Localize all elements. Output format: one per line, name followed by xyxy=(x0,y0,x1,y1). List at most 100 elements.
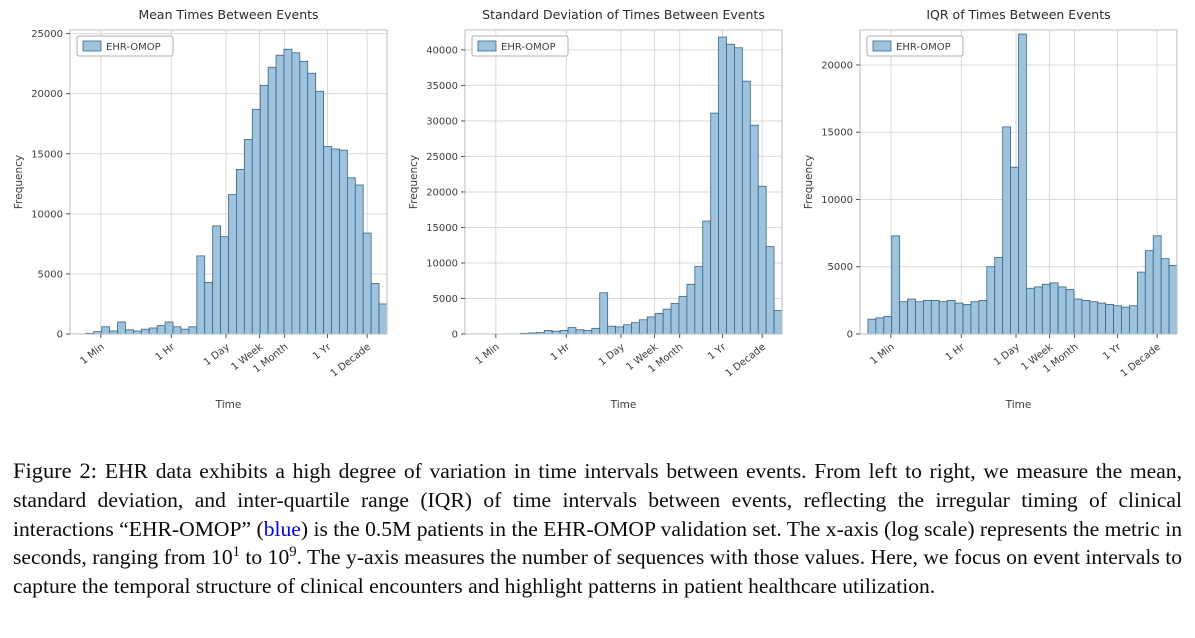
histogram-bar xyxy=(1136,271,1146,335)
histogram-bar xyxy=(686,283,696,335)
caption-text: EHR data exhibits a high degree of varia… xyxy=(13,459,1182,541)
caption-text: . The y-axis measures the number of sequ… xyxy=(13,545,1182,599)
histogram-bar xyxy=(757,185,767,335)
y-axis-label: Frequency xyxy=(13,155,25,209)
histogram-bar xyxy=(1168,264,1178,335)
histogram-bar xyxy=(694,266,704,335)
histogram-bar xyxy=(243,138,253,335)
histogram-bar xyxy=(1057,286,1067,335)
histogram-bar xyxy=(188,326,198,335)
histogram-bar xyxy=(638,319,648,335)
y-tick-label: 5000 xyxy=(828,262,853,273)
histogram-bar xyxy=(559,330,569,335)
histogram-bar xyxy=(283,48,293,335)
y-tick-label: 15000 xyxy=(821,128,853,139)
histogram-bar xyxy=(978,299,988,335)
chart-title: Standard Deviation of Times Between Even… xyxy=(482,7,765,22)
histogram-bar xyxy=(180,328,190,335)
histogram-bar xyxy=(1129,305,1138,335)
histogram-bar xyxy=(986,266,996,335)
x-tick-label: 1 Decade xyxy=(1119,342,1163,380)
histogram-bar xyxy=(567,327,577,335)
x-tick-label: 1 Decade xyxy=(329,342,373,380)
histogram-bar xyxy=(1018,33,1027,335)
histogram-bar xyxy=(1002,126,1011,335)
y-axis-label: Frequency xyxy=(408,155,420,209)
histogram-bar xyxy=(267,66,277,335)
x-tick-label: 1 Day xyxy=(597,342,627,369)
caption-blue-word: blue xyxy=(263,516,301,541)
histogram-bar xyxy=(599,292,609,335)
histogram-bar xyxy=(346,177,356,335)
histogram-bar xyxy=(765,246,775,335)
histogram-bar xyxy=(875,317,885,335)
histogram-bar xyxy=(1105,304,1115,335)
caption-text: ) is the 0.5M patients in the EHR-OMOP v… xyxy=(13,516,1183,570)
histogram-bar xyxy=(164,321,174,335)
legend-swatch xyxy=(82,40,102,52)
histogram-bar xyxy=(117,321,126,335)
histogram-bar xyxy=(631,322,640,335)
histogram-bar xyxy=(1089,301,1099,335)
y-axis-label: Frequency xyxy=(803,155,815,209)
x-tick-label: 1 Yr xyxy=(706,341,729,362)
caption-text: 9 xyxy=(289,544,297,561)
histogram-bar xyxy=(1033,286,1043,335)
histogram-bar xyxy=(678,295,688,335)
histogram-bar xyxy=(362,232,372,335)
histogram-bar xyxy=(654,312,664,335)
histogram-bar xyxy=(962,304,972,335)
chart-title: Mean Times Between Events xyxy=(138,7,318,22)
histogram-bar xyxy=(702,220,712,335)
x-tick-label: 1 Min xyxy=(868,342,896,367)
histogram-bar xyxy=(101,326,111,335)
histogram-bar xyxy=(1097,302,1107,335)
y-tick-label: 20000 xyxy=(821,60,853,71)
x-tick-label: 1 Day xyxy=(202,342,232,369)
histogram-bar xyxy=(1026,287,1035,335)
x-tick-label: 1 Hr xyxy=(154,341,178,363)
histogram-bar xyxy=(938,301,948,335)
histogram-bar xyxy=(970,301,980,335)
histogram-bar xyxy=(1049,282,1059,335)
histogram-bar xyxy=(1121,306,1130,335)
histogram-bar xyxy=(923,299,932,335)
x-tick-label: 1 Min xyxy=(473,342,501,367)
histogram-bar xyxy=(1113,305,1122,335)
histogram-bar xyxy=(1073,298,1083,335)
plot-border xyxy=(69,29,388,335)
chart-svg: 0 5000 10000 15000 20000 25000 30000 35000 40000… xyxy=(408,7,783,411)
y-tick-label: 0 xyxy=(452,330,458,341)
y-tick-label: 15000 xyxy=(31,149,63,160)
chart-title: IQR of Times Between Events xyxy=(926,7,1110,22)
y-tick-label: 35000 xyxy=(426,81,458,92)
histogram-bar xyxy=(307,72,317,335)
histogram-bar xyxy=(930,299,940,335)
histogram-bar xyxy=(741,80,751,335)
histogram-bar xyxy=(259,84,269,335)
plot-border xyxy=(464,29,783,335)
histogram-bar xyxy=(867,318,877,335)
histogram-bar xyxy=(315,90,325,335)
y-tick-label: 0 xyxy=(847,330,853,341)
y-tick-label: 10000 xyxy=(31,209,63,220)
histogram-bar xyxy=(354,184,364,335)
x-tick-label: 1 Day xyxy=(992,342,1022,369)
y-tick-label: 10000 xyxy=(426,258,458,269)
x-axis-label: Time xyxy=(610,399,637,411)
y-tick-label: 30000 xyxy=(426,116,458,127)
chart-std-times: 0 5000 10000 15000 20000 25000 30000 35000 40000… xyxy=(401,4,794,446)
histogram-bar xyxy=(710,112,720,335)
histogram-bar xyxy=(907,298,916,335)
y-tick-label: 15000 xyxy=(426,223,458,234)
histogram-bar xyxy=(726,43,735,335)
y-tick-label: 0 xyxy=(57,330,63,341)
histogram-bar xyxy=(915,301,924,335)
histogram-bar xyxy=(662,308,672,335)
histogram-bar xyxy=(749,124,759,335)
histogram-bar xyxy=(212,225,221,335)
histogram-bar xyxy=(954,302,964,335)
histogram-bar xyxy=(946,299,956,335)
histogram-bar xyxy=(1160,258,1170,335)
